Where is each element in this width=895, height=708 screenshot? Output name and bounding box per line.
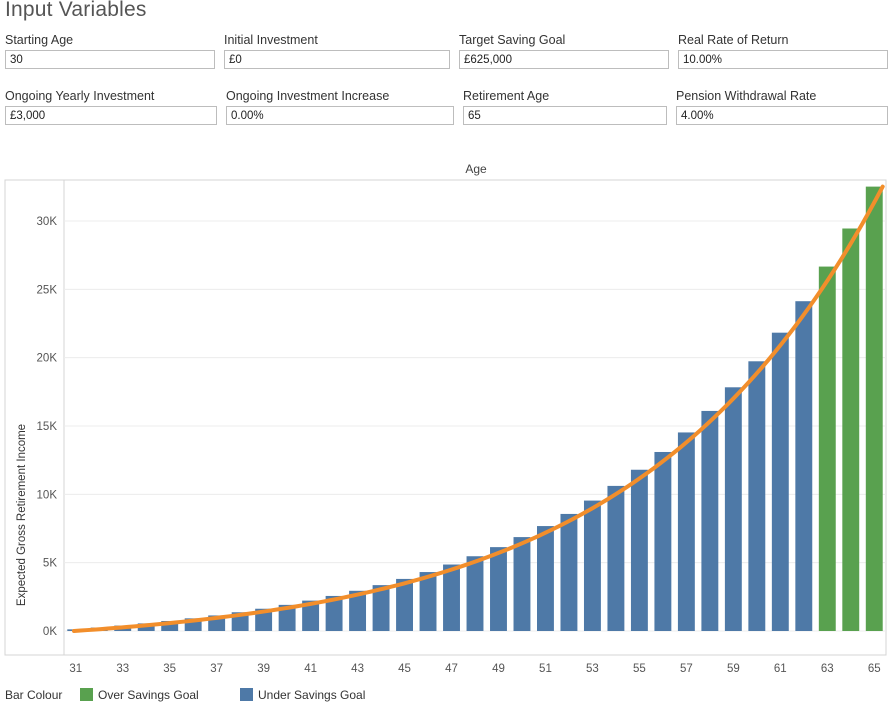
bar-age-55[interactable] <box>630 469 648 631</box>
bar-age-59[interactable] <box>724 387 742 631</box>
x-tick-label: 65 <box>868 663 881 675</box>
trend-line <box>72 184 885 633</box>
bar-age-56[interactable] <box>654 451 672 631</box>
bar-age-48[interactable] <box>466 556 484 631</box>
x-tick-label: 39 <box>257 663 270 675</box>
initial-investment-label: Initial Investment <box>224 33 318 47</box>
ongoing-yearly-investment-field: Ongoing Yearly Investment £3,000 <box>5 88 217 125</box>
x-tick-label: 33 <box>116 663 129 675</box>
x-tick-label: 57 <box>680 663 693 675</box>
target-saving-goal-input[interactable]: £625,000 <box>459 50 669 69</box>
x-tick-label: 59 <box>727 663 740 675</box>
initial-investment-field: Initial Investment £0 <box>224 32 450 69</box>
x-tick-label: 41 <box>304 663 317 675</box>
x-tick-label: 35 <box>163 663 176 675</box>
bar-age-61[interactable] <box>771 332 789 631</box>
ongoing-investment-increase-field: Ongoing Investment Increase 0.00% <box>226 88 454 125</box>
real-rate-of-return-field: Real Rate of Return 10.00% <box>678 32 888 69</box>
bar-age-60[interactable] <box>748 361 766 631</box>
x-tick-label: 43 <box>351 663 364 675</box>
bar-age-52[interactable] <box>560 513 578 631</box>
legend-item-under-savings-goal[interactable]: Under Savings Goal <box>240 688 365 702</box>
bar-age-47[interactable] <box>443 564 460 631</box>
target-saving-goal-label: Target Saving Goal <box>459 33 566 47</box>
bar-age-65[interactable] <box>865 186 883 631</box>
legend-swatch-over <box>80 688 93 701</box>
y-tick-label: 15K <box>37 421 58 433</box>
bar-age-57[interactable] <box>677 432 695 631</box>
ongoing-investment-increase-input[interactable]: 0.00% <box>226 106 454 125</box>
y-tick-label: 25K <box>37 284 58 296</box>
x-tick-label: 45 <box>398 663 411 675</box>
retirement-age-input[interactable]: 65 <box>463 106 667 125</box>
y-tick-label: 30K <box>37 216 58 228</box>
legend-swatch-under <box>240 688 253 701</box>
x-tick-label: 51 <box>539 663 552 675</box>
legend-label-over: Over Savings Goal <box>98 688 199 702</box>
y-tick-label: 5K <box>43 558 57 570</box>
pension-withdrawal-rate-field: Pension Withdrawal Rate 4.00% <box>676 88 888 125</box>
starting-age-input[interactable]: 30 <box>5 50 215 69</box>
bar-age-46[interactable] <box>419 572 437 631</box>
bar-age-58[interactable] <box>701 410 719 631</box>
bar-age-62[interactable] <box>795 301 813 631</box>
retirement-income-chart: Age Expected Gross Retirement Income 0K 5… <box>4 162 887 675</box>
ongoing-investment-increase-label: Ongoing Investment Increase <box>226 89 390 103</box>
ongoing-yearly-investment-input[interactable]: £3,000 <box>5 106 217 125</box>
real-rate-of-return-input[interactable]: 10.00% <box>678 50 888 69</box>
bar-age-42[interactable] <box>325 595 343 631</box>
bar-age-64[interactable] <box>842 228 860 631</box>
page-title: Input Variables <box>5 0 147 21</box>
y-axis-title: Expected Gross Retirement Income <box>16 424 28 606</box>
ongoing-yearly-investment-label: Ongoing Yearly Investment <box>5 89 155 103</box>
bar-age-63[interactable] <box>818 266 836 631</box>
starting-age-label: Starting Age <box>5 33 74 47</box>
x-tick-label: 49 <box>492 663 505 675</box>
x-tick-label: 55 <box>633 663 646 675</box>
bar-age-43[interactable] <box>349 590 367 631</box>
retirement-age-field: Retirement Age 65 <box>463 88 667 125</box>
real-rate-of-return-label: Real Rate of Return <box>678 33 789 47</box>
x-tick-label: 53 <box>586 663 599 675</box>
y-tick-label: 10K <box>37 489 58 501</box>
target-saving-goal-field: Target Saving Goal £625,000 <box>459 32 669 69</box>
x-tick-label: 31 <box>69 663 82 675</box>
bar-age-54[interactable] <box>607 485 625 631</box>
chart-header-label: Age <box>465 162 487 176</box>
x-tick-label: 63 <box>821 663 834 675</box>
bar-age-39[interactable] <box>255 608 273 631</box>
x-tick-label: 61 <box>774 663 787 675</box>
bar-age-35[interactable] <box>161 620 179 631</box>
legend-item-over-savings-goal[interactable]: Over Savings Goal <box>80 688 199 702</box>
bar-age-44[interactable] <box>372 585 390 631</box>
bar-age-53[interactable] <box>583 500 601 631</box>
legend-label-under: Under Savings Goal <box>258 688 366 702</box>
pension-withdrawal-rate-label: Pension Withdrawal Rate <box>676 89 817 103</box>
bar-age-41[interactable] <box>302 600 320 631</box>
legend-title: Bar Colour <box>5 688 63 702</box>
y-tick-label: 0K <box>43 626 57 638</box>
bar-age-51[interactable] <box>537 526 554 631</box>
starting-age-field: Starting Age 30 <box>5 32 215 69</box>
x-tick-label: 37 <box>210 663 223 675</box>
bar-age-50[interactable] <box>513 537 531 631</box>
bar-age-40[interactable] <box>278 604 296 631</box>
bar-age-45[interactable] <box>396 578 413 631</box>
x-tick-label: 47 <box>445 663 458 675</box>
pension-withdrawal-rate-input[interactable]: 4.00% <box>676 106 888 125</box>
initial-investment-input[interactable]: £0 <box>224 50 450 69</box>
bar-age-49[interactable] <box>490 547 507 631</box>
retirement-age-label: Retirement Age <box>463 89 550 103</box>
y-tick-label: 20K <box>37 353 58 365</box>
chart-frame <box>4 179 887 656</box>
